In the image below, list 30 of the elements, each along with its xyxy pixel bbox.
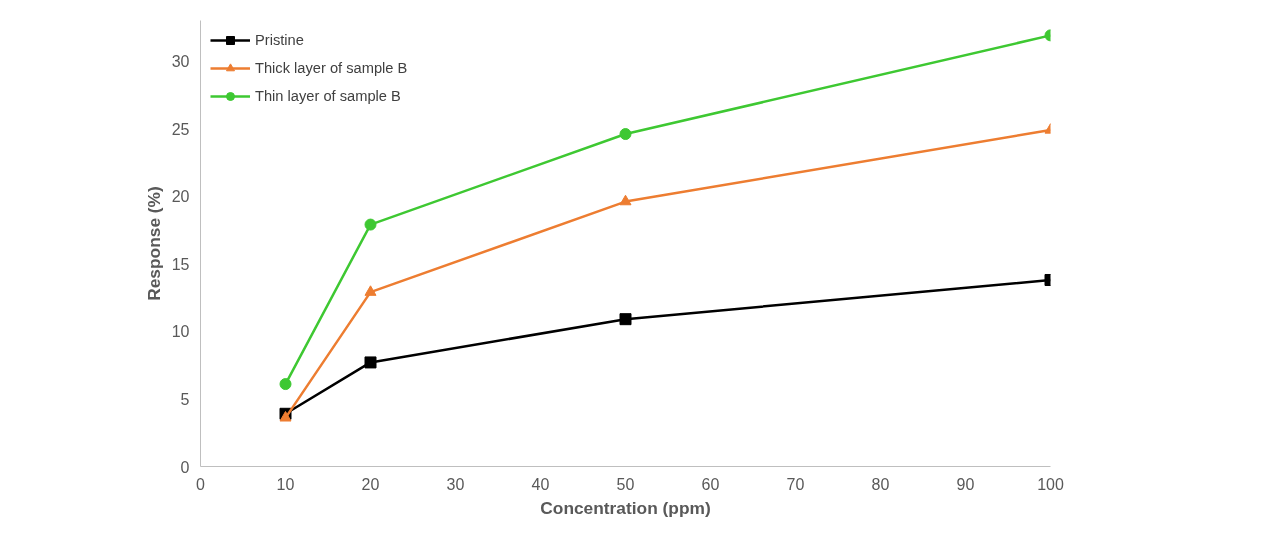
legend-label: Thin layer of sample B bbox=[255, 88, 401, 104]
x-tick-label: 30 bbox=[446, 475, 465, 493]
x-tick-label: 50 bbox=[616, 475, 635, 493]
x-tick-label: 70 bbox=[786, 475, 805, 493]
point bbox=[279, 378, 292, 391]
point bbox=[619, 128, 632, 141]
x-tick-label: 40 bbox=[531, 475, 550, 493]
x-tick-label: 100 bbox=[1037, 475, 1064, 493]
x-tick-label: 10 bbox=[276, 475, 295, 493]
y-tick-label: 30 bbox=[171, 53, 190, 71]
x-tick-label: 20 bbox=[361, 475, 380, 493]
x-tick-label: 0 bbox=[196, 475, 206, 493]
y-tick-label: 15 bbox=[171, 255, 190, 273]
x-axis-title: Concentration (ppm) bbox=[540, 497, 711, 518]
y-tick-label: 25 bbox=[171, 120, 190, 138]
y-tick-label: 10 bbox=[171, 323, 190, 341]
y-tick-label: 5 bbox=[180, 390, 190, 408]
x-tick-label: 80 bbox=[871, 475, 890, 493]
point bbox=[364, 218, 377, 231]
x-tick-label: 60 bbox=[701, 475, 720, 493]
point bbox=[619, 194, 632, 206]
legend-label: Pristine bbox=[255, 32, 304, 48]
y-tick-label: 0 bbox=[180, 458, 190, 476]
x-tick-label: 90 bbox=[956, 475, 975, 493]
point bbox=[364, 356, 377, 369]
point bbox=[364, 285, 377, 296]
y-axis-title: Response (%) bbox=[143, 186, 164, 301]
y-tick-label: 20 bbox=[171, 188, 190, 206]
legend-label: Thick layer of sample B bbox=[255, 60, 408, 76]
point bbox=[619, 313, 632, 326]
